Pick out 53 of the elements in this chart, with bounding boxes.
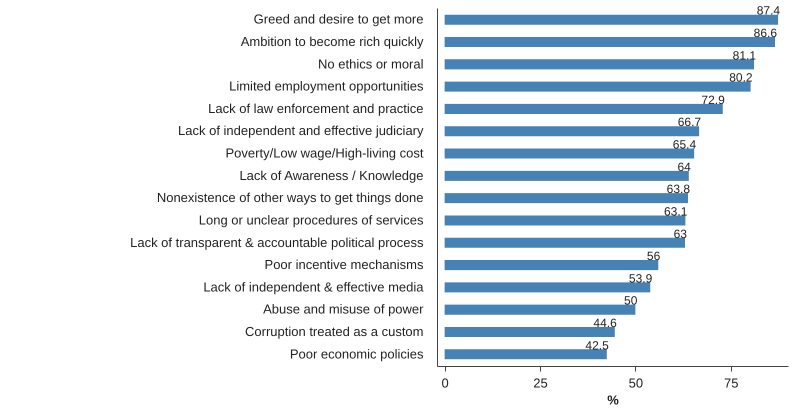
data-label: 64 [677,160,692,174]
bar [444,104,723,114]
y-tick-label: Long or unclear procedures of services [198,212,424,228]
bar [444,170,689,181]
bar [444,193,688,204]
y-tick-label: Lack of independent and effective judiciary [178,123,424,138]
x-axis-title: % [607,392,620,408]
y-tick-label: Lack of transparent & accountable political process [130,234,424,250]
bar [444,36,776,48]
x-tick-label: 75 [724,376,739,390]
bar [444,260,658,270]
x-tick-label: 25 [533,376,548,390]
y-tick-label: Greed and desire to get more [254,12,424,27]
bar [444,148,694,159]
data-label: 53.9 [628,271,653,286]
bar [444,349,607,360]
y-tick-label: Poverty/Low wage/High-living cost [226,146,424,161]
y-tick-label: Poor economic policies [290,346,424,362]
y-tick-label: Ambition to become rich quickly [240,34,424,50]
data-label: 65.4 [672,138,696,152]
y-tick-label: Abuse and misuse of power [263,302,424,317]
data-label: 63.8 [666,182,690,196]
data-label: 80.2 [729,70,753,85]
y-tick-label: Lack of independent & effective media [203,279,424,294]
bar [444,304,636,315]
y-tick-label: Lack of Awareness / Knowledge [239,168,424,183]
data-label: 63.1 [664,204,688,218]
data-label: 56 [646,249,661,264]
data-label: 50 [624,294,638,308]
data-label: 63 [674,226,688,241]
y-tick-label: Corruption treated as a custom [245,324,424,339]
bar [444,326,615,338]
y-tick-label: Poor incentive mechanisms [264,257,424,272]
y-tick-label: Lack of law enforcement and practice [208,100,424,116]
data-label: 87.4 [756,4,780,18]
data-label: 66.7 [678,115,702,130]
bar [444,59,754,70]
bar [444,282,650,292]
data-label: 81.1 [732,48,756,62]
y-tick-label: No ethics or moral [318,56,424,72]
data-label: 44.6 [593,316,618,330]
y-tick-label: Limited employment opportunities [229,78,424,94]
bar [444,14,778,25]
y-tick-label: Nonexistence of other ways to get things done [156,190,424,206]
data-label: 42.5 [585,338,610,352]
data-label: 86.6 [754,26,778,40]
bar [444,215,686,226]
data-label: 72.9 [701,92,726,107]
bar [444,238,685,248]
bar [444,126,700,136]
x-tick-label: 0 [442,376,449,390]
x-tick-label: 50 [628,376,644,390]
bar [444,82,751,92]
